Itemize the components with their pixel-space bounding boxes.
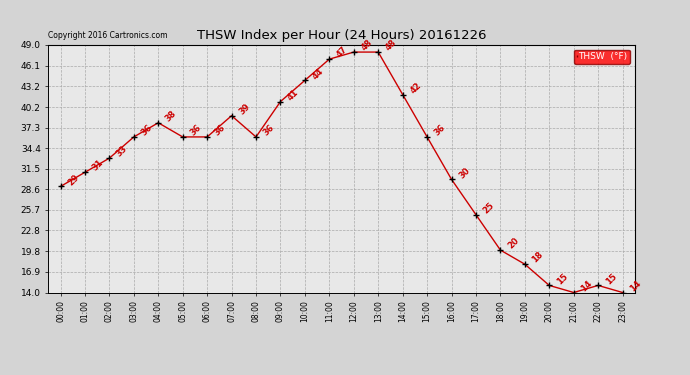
Text: 29: 29 <box>66 172 81 187</box>
Text: 47: 47 <box>335 45 349 60</box>
Text: 15: 15 <box>604 272 618 286</box>
Text: 36: 36 <box>139 123 154 138</box>
Text: 30: 30 <box>457 165 471 180</box>
Text: 25: 25 <box>482 201 496 215</box>
Text: 42: 42 <box>408 81 423 95</box>
Text: 14: 14 <box>580 279 594 293</box>
Text: 36: 36 <box>262 123 276 138</box>
Text: 31: 31 <box>90 158 105 173</box>
Text: 33: 33 <box>115 144 130 159</box>
Text: 36: 36 <box>188 123 203 138</box>
Text: 48: 48 <box>384 38 398 53</box>
Text: 48: 48 <box>359 38 374 53</box>
Text: 14: 14 <box>628 279 643 293</box>
Text: 44: 44 <box>310 66 325 81</box>
Text: 41: 41 <box>286 87 301 102</box>
Text: Copyright 2016 Cartronics.com: Copyright 2016 Cartronics.com <box>48 31 168 40</box>
Text: 38: 38 <box>164 109 178 123</box>
Legend: THSW  (°F): THSW (°F) <box>574 50 630 64</box>
Text: 20: 20 <box>506 236 520 250</box>
Text: 36: 36 <box>213 123 227 138</box>
Text: 36: 36 <box>433 123 447 138</box>
Text: 18: 18 <box>531 250 545 265</box>
Title: THSW Index per Hour (24 Hours) 20161226: THSW Index per Hour (24 Hours) 20161226 <box>197 30 486 42</box>
Text: 15: 15 <box>555 272 569 286</box>
Text: 39: 39 <box>237 102 252 116</box>
